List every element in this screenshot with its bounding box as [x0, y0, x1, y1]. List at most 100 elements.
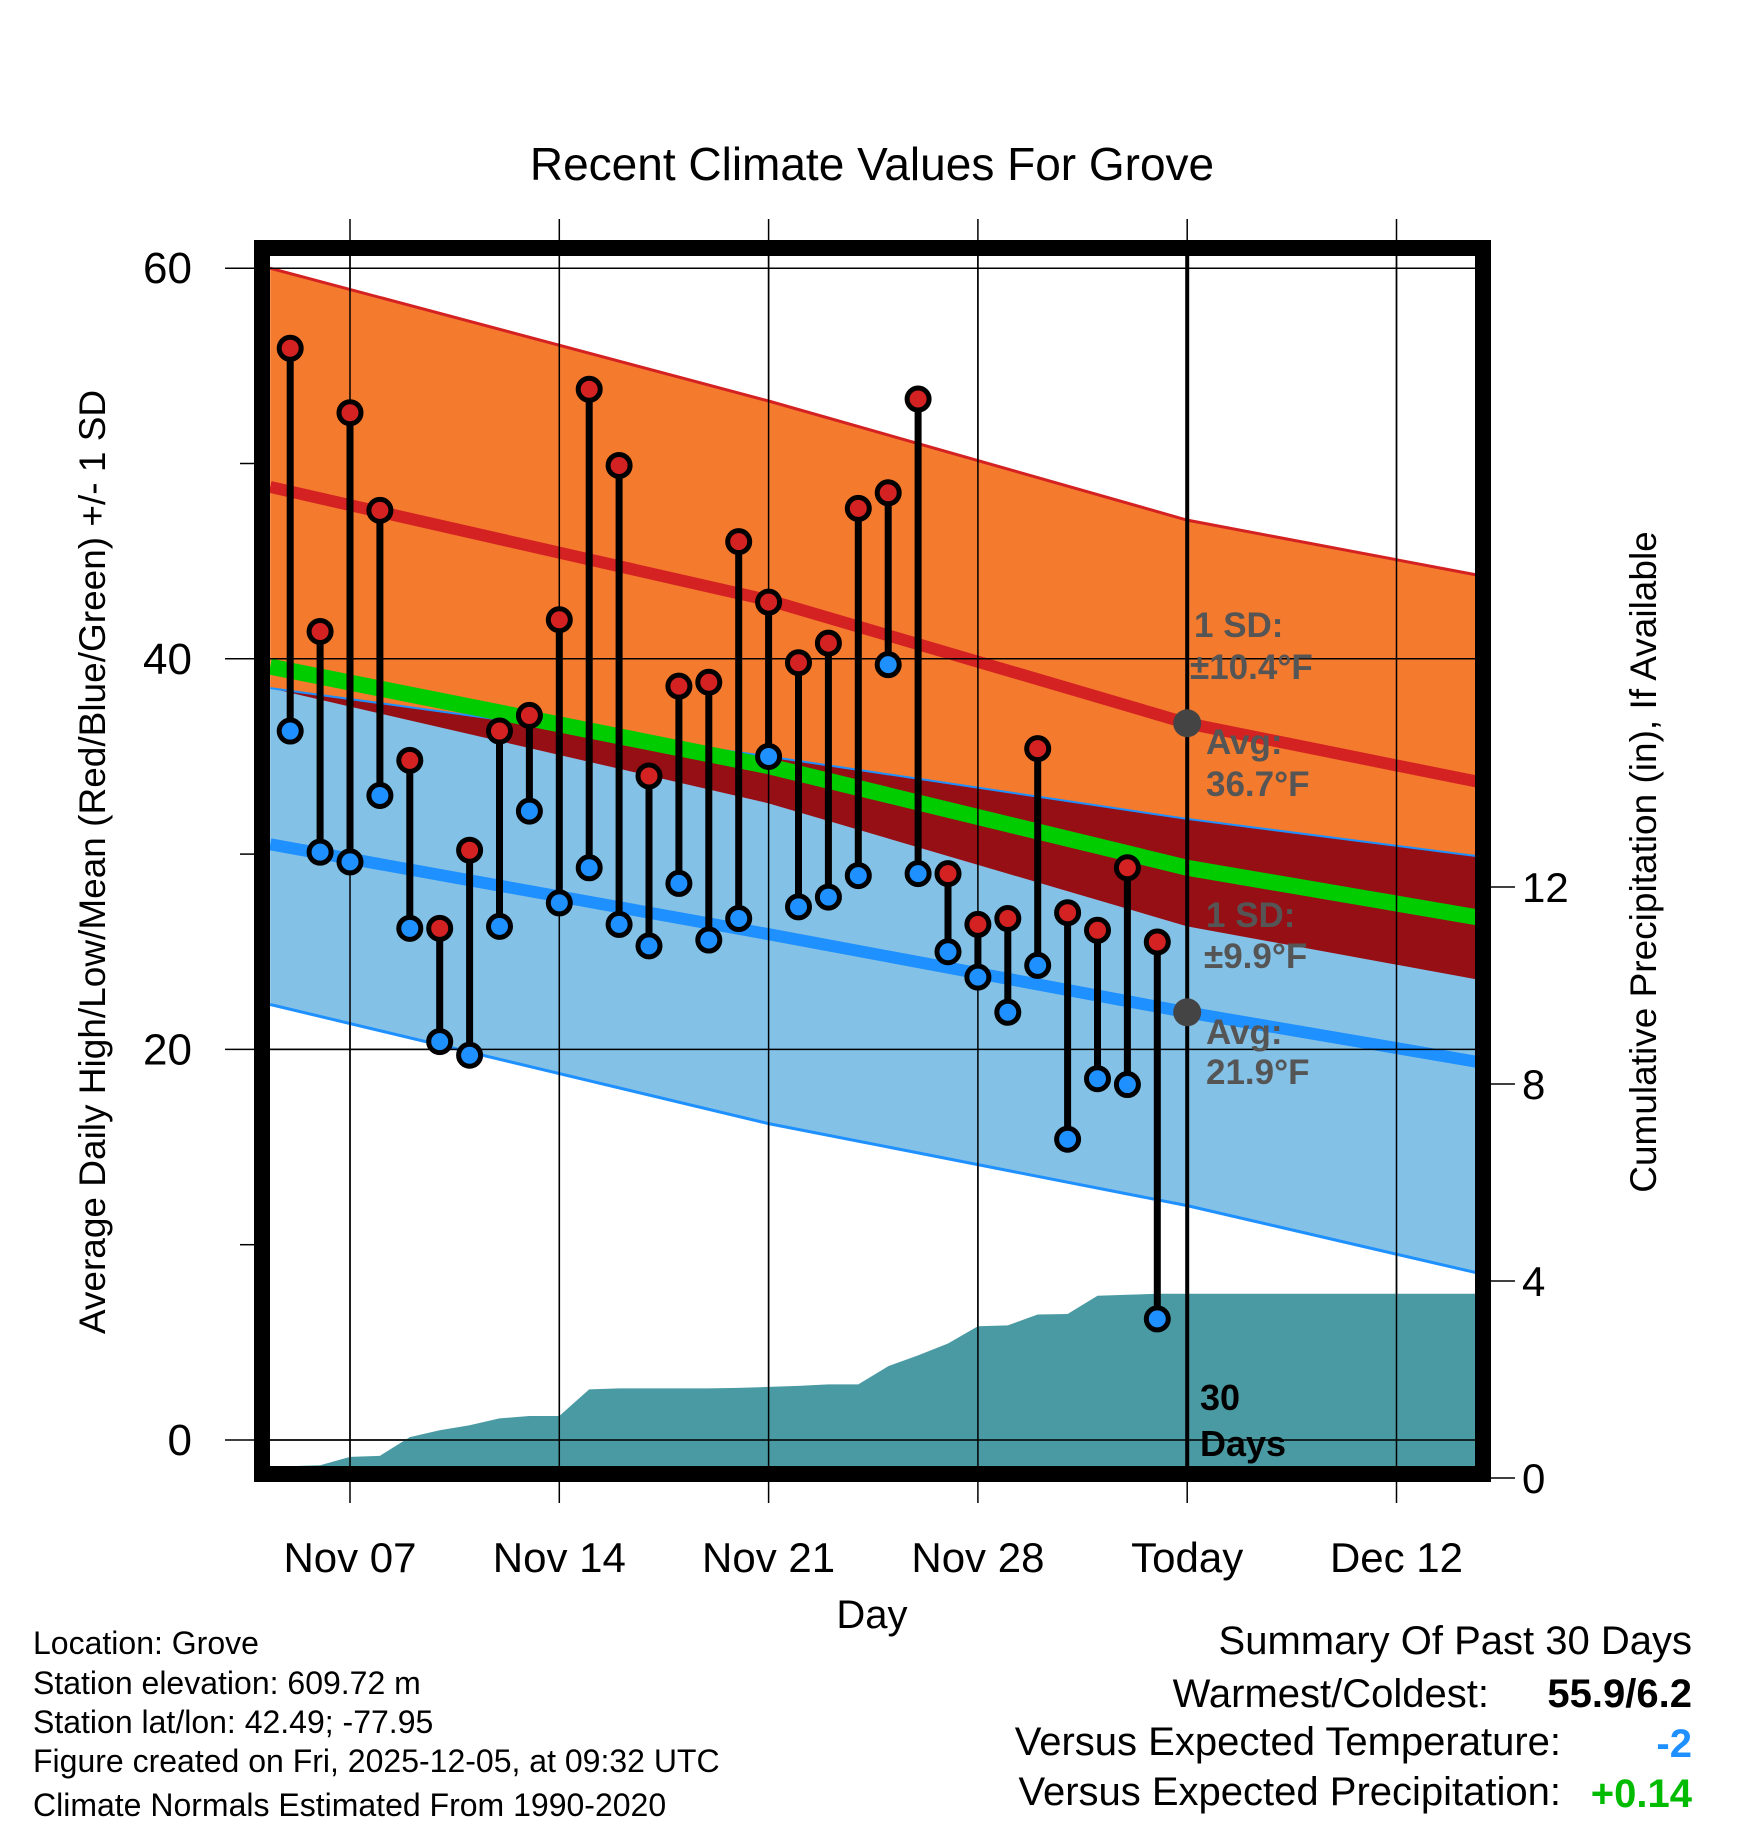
- daily-high-point: [695, 668, 723, 696]
- low-sd-value: ±9.9°F: [1204, 937, 1307, 976]
- daily-high-point: [336, 399, 364, 427]
- daily-high-point: [755, 588, 783, 616]
- high-sd-value: ±10.4°F: [1190, 648, 1313, 687]
- data-marks: [276, 256, 1202, 1466]
- footer-info: Location: Grove Station elevation: 609.7…: [33, 1625, 720, 1823]
- daily-range: [874, 479, 902, 679]
- y2-axis-label: Cumulative Precipitation (in), If Availa…: [1623, 531, 1664, 1193]
- daily-range: [904, 385, 932, 888]
- daily-high-point: [874, 479, 902, 507]
- daily-range: [605, 451, 633, 938]
- warmest-coldest-value: 55.9/6.2: [1547, 1672, 1692, 1716]
- daily-range: [635, 762, 663, 960]
- low-avg-value: 21.9°F: [1206, 1053, 1310, 1092]
- period-number: 30: [1200, 1377, 1240, 1418]
- daily-range: [396, 746, 424, 942]
- daily-low-point: [456, 1041, 484, 1069]
- precip-vs-expected-label: Versus Expected Precipitation:: [1018, 1770, 1561, 1814]
- daily-range: [1024, 735, 1052, 979]
- plot-area: [270, 256, 1476, 1466]
- daily-range: [456, 836, 484, 1069]
- daily-range: [1143, 928, 1171, 1333]
- footer-normals: Climate Normals Estimated From 1990-2020: [33, 1787, 666, 1823]
- daily-high-point: [1143, 928, 1171, 956]
- daily-low-point: [1084, 1065, 1111, 1093]
- high-sd-band: [270, 268, 1476, 980]
- daily-high-point: [844, 494, 872, 522]
- daily-low-point: [994, 998, 1022, 1026]
- daily-range: [665, 672, 693, 897]
- y-tick-label: 60: [143, 244, 192, 293]
- daily-high-point: [934, 860, 962, 888]
- daily-high-point: [486, 717, 513, 745]
- x-axis-label: Day: [836, 1593, 907, 1637]
- daily-high-point: [785, 649, 812, 677]
- footer-location: Location: Grove: [33, 1625, 259, 1661]
- daily-high-point: [456, 836, 484, 864]
- x-tick-label: Dec 12: [1330, 1534, 1463, 1581]
- daily-high-point: [994, 905, 1022, 933]
- footer-elevation: Station elevation: 609.72 m: [33, 1665, 421, 1701]
- y2-tick-label: 4: [1522, 1258, 1545, 1305]
- daily-range: [515, 701, 543, 825]
- low-avg-label: Avg:: [1206, 1013, 1282, 1052]
- summary-title: Summary Of Past 30 Days: [1219, 1619, 1692, 1663]
- daily-high-point: [725, 528, 753, 556]
- daily-range: [755, 588, 783, 770]
- daily-range: [1054, 899, 1082, 1153]
- daily-low-point: [755, 742, 783, 770]
- daily-high-point: [1024, 735, 1052, 763]
- daily-high-point: [814, 629, 842, 657]
- daily-low-point: [904, 860, 932, 888]
- daily-range: [426, 914, 454, 1056]
- x-tick-label: Nov 07: [283, 1534, 416, 1581]
- precip-area: [295, 1293, 1476, 1466]
- daily-range: [814, 629, 842, 911]
- daily-high-point: [396, 746, 424, 774]
- daily-high-point: [366, 496, 394, 524]
- daily-high-point: [306, 617, 334, 645]
- daily-low-point: [426, 1028, 454, 1056]
- daily-range: [695, 668, 723, 954]
- x-tick-label: Nov 14: [493, 1534, 626, 1581]
- daily-low-point: [665, 869, 693, 897]
- daily-low-point: [1024, 951, 1052, 979]
- daily-low-point: [336, 848, 364, 876]
- x-tick-label: Nov 28: [911, 1534, 1044, 1581]
- daily-range: [486, 717, 513, 940]
- daily-high-point: [575, 375, 603, 403]
- daily-low-point: [635, 932, 663, 960]
- daily-high-point: [426, 914, 454, 942]
- daily-low-point: [934, 938, 962, 966]
- daily-low-point: [306, 838, 334, 866]
- daily-range: [844, 494, 872, 890]
- daily-high-point: [1113, 854, 1141, 882]
- plot-frame: [254, 240, 1491, 1482]
- daily-low-point: [964, 963, 992, 991]
- high-sd-label: 1 SD:: [1194, 606, 1283, 645]
- footer-created: Figure created on Fri, 2025-12-05, at 09…: [33, 1743, 720, 1779]
- period-unit: Days: [1200, 1423, 1286, 1464]
- precip-vs-expected-value: +0.14: [1591, 1772, 1693, 1816]
- daily-high-point: [276, 334, 304, 362]
- summary-box: Summary Of Past 30 Days Warmest/Coldest:…: [1015, 1619, 1693, 1816]
- y-tick-label: 0: [168, 1416, 192, 1465]
- warmest-coldest-label: Warmest/Coldest:: [1173, 1672, 1489, 1716]
- daily-range: [336, 399, 364, 876]
- low-sd-label: 1 SD:: [1206, 896, 1295, 935]
- daily-range: [725, 528, 753, 933]
- chart-title: Recent Climate Values For Grove: [530, 138, 1214, 190]
- daily-low-point: [575, 854, 603, 882]
- footer-latlon: Station lat/lon: 42.49; -77.95: [33, 1704, 433, 1740]
- daily-low-point: [874, 651, 902, 679]
- daily-range: [306, 617, 334, 866]
- daily-low-point: [366, 782, 394, 810]
- daily-low-point: [695, 926, 723, 954]
- y-tick-label: 40: [143, 635, 192, 684]
- daily-high-point: [1054, 899, 1082, 927]
- daily-range: [366, 496, 394, 810]
- daily-range: [1084, 916, 1111, 1093]
- annotations: 1 SD: ±10.4°F Avg: 36.7°F 1 SD: ±9.9°F A…: [1190, 606, 1313, 1464]
- daily-low-point: [1054, 1125, 1082, 1153]
